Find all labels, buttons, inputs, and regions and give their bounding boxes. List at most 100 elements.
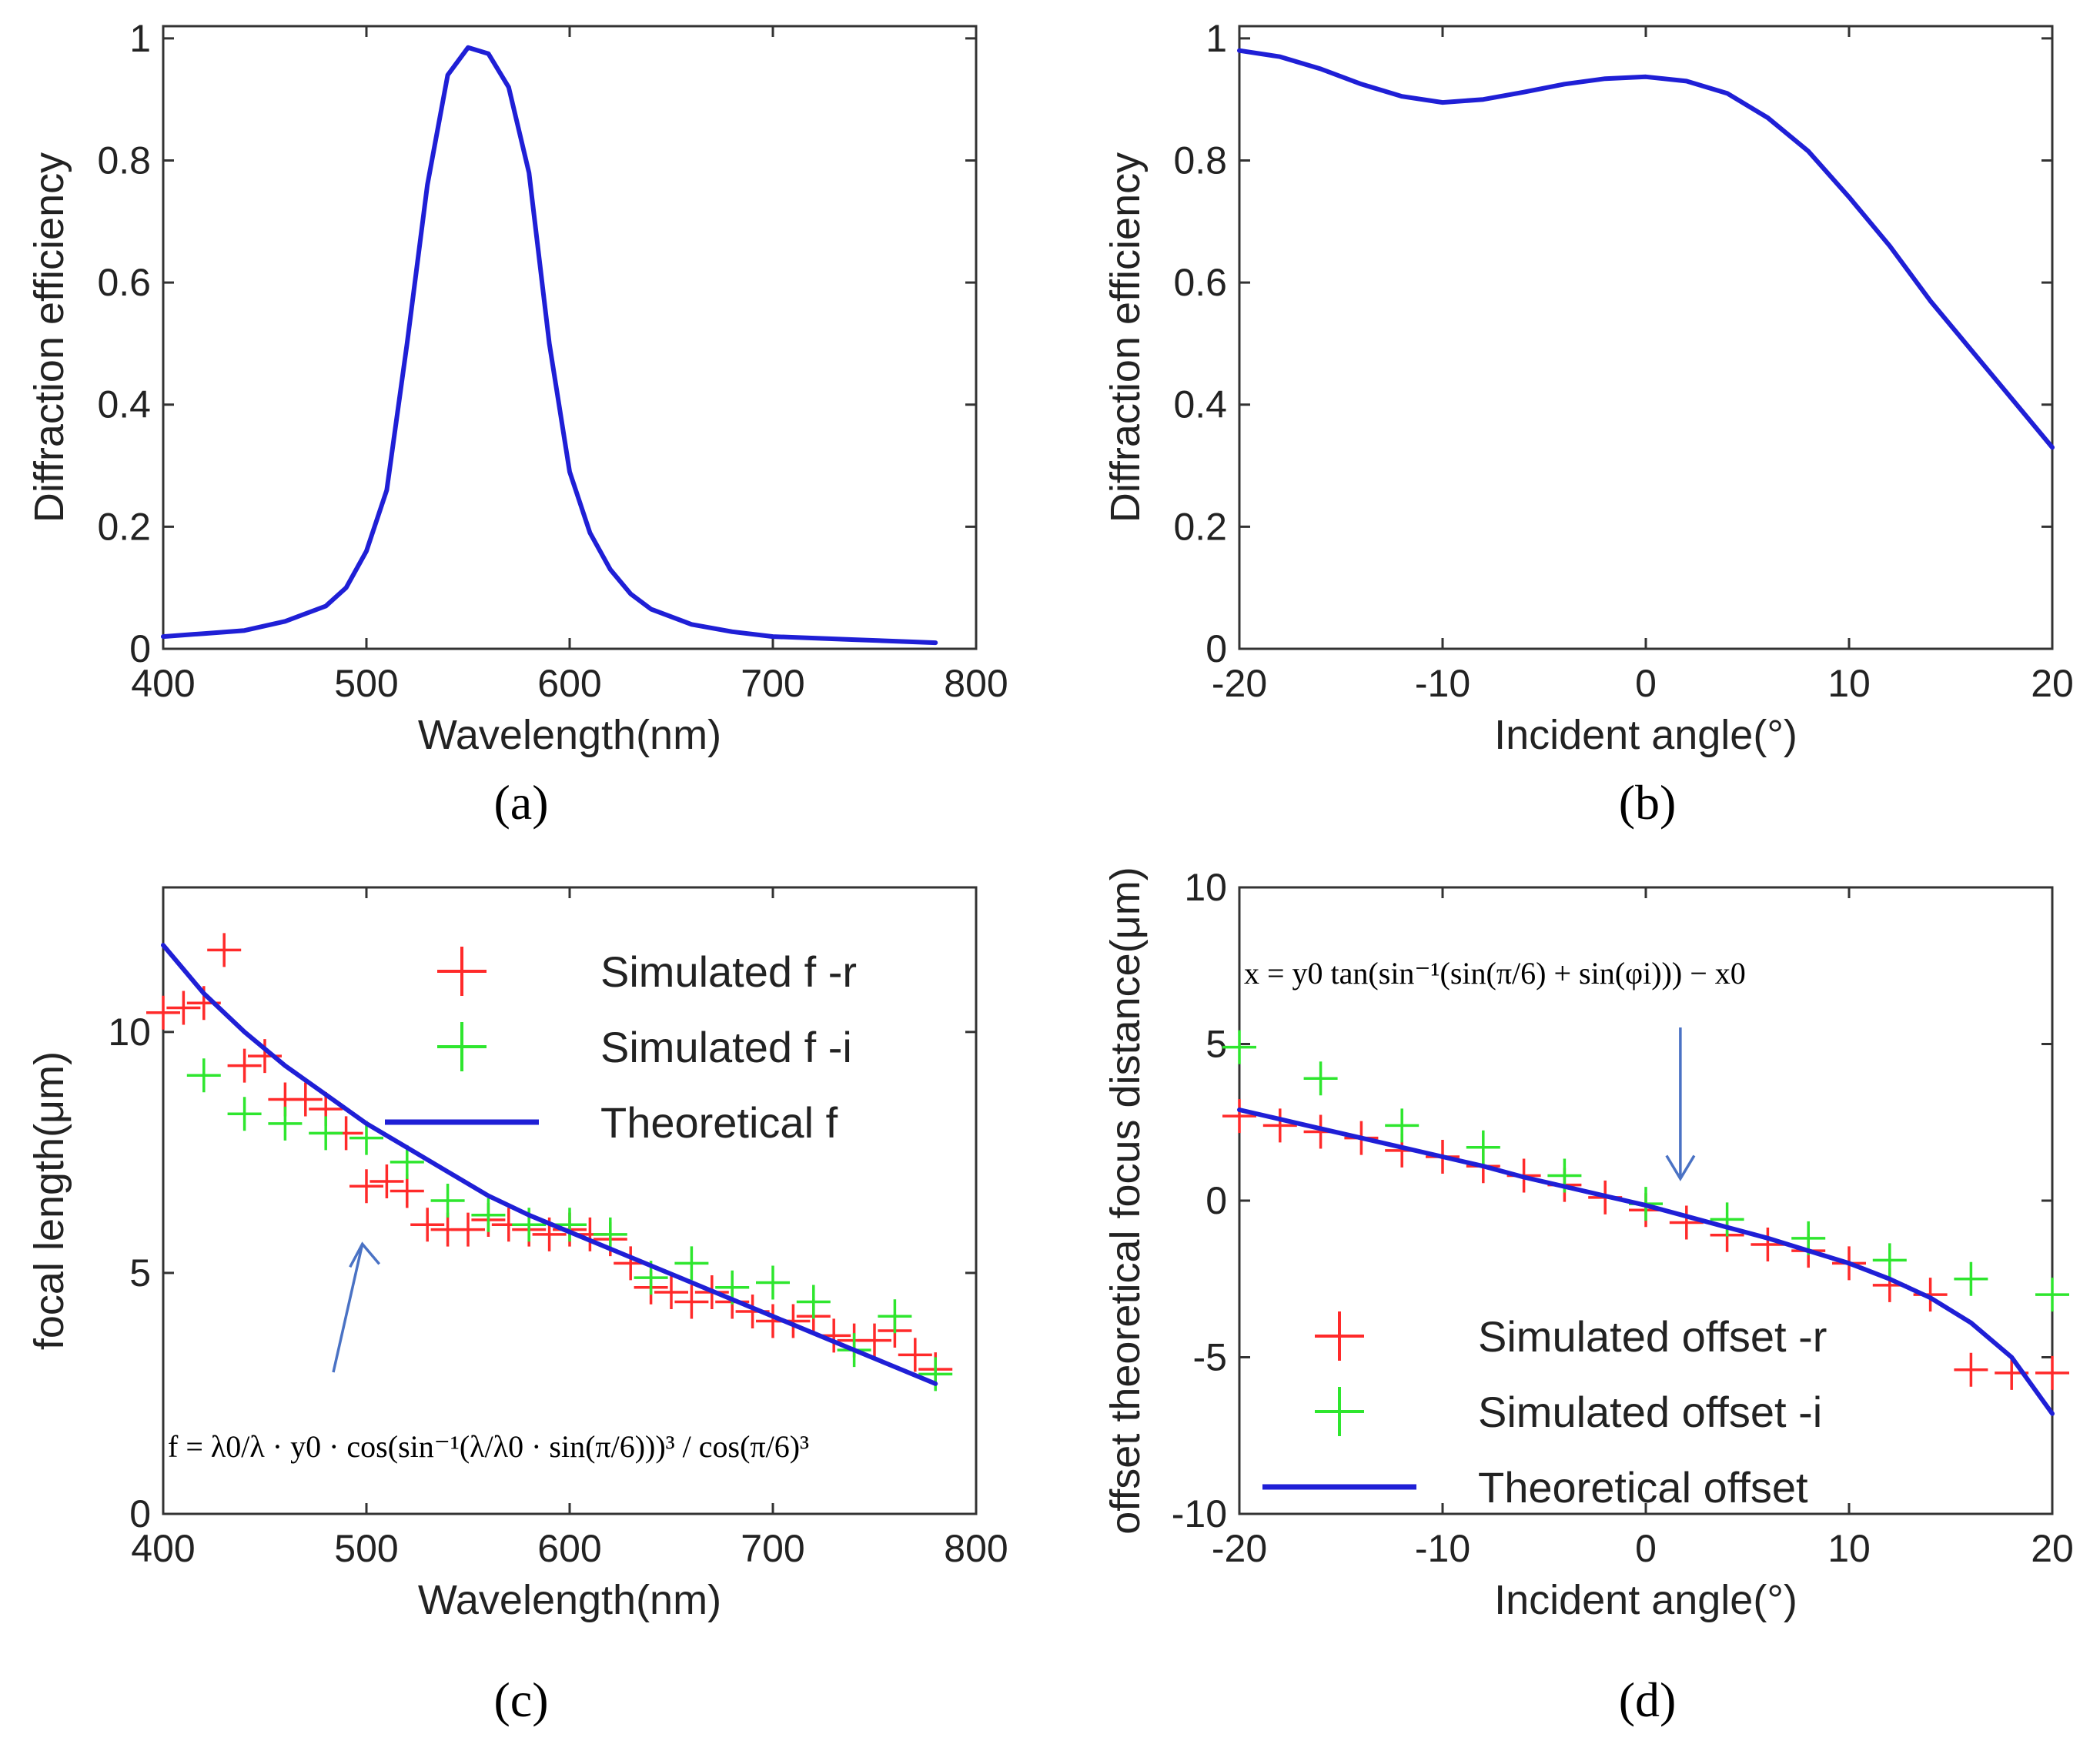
- data-point: [186, 1058, 221, 1093]
- y-tick-label: 0.8: [97, 139, 151, 182]
- x-tick-label: 800: [944, 662, 1008, 705]
- data-point: [796, 1285, 831, 1319]
- data-point: [1669, 1205, 1704, 1240]
- y-tick-label: 0: [1205, 1179, 1227, 1222]
- x-tick-label: -10: [1415, 662, 1470, 705]
- panel-label: (b): [1619, 775, 1677, 830]
- x-tick-label: 10: [1827, 1527, 1871, 1570]
- data-point: [1222, 1099, 1256, 1134]
- data-point: [349, 1169, 383, 1204]
- y-tick-label: 10: [1184, 866, 1227, 909]
- data-point: [390, 1174, 424, 1208]
- data-point: [207, 933, 242, 967]
- data-point: [654, 1275, 688, 1309]
- data-point: [756, 1265, 790, 1300]
- x-tick-label: 0: [1635, 1527, 1657, 1570]
- y-tick-label: 0.6: [1173, 261, 1227, 304]
- data-point: [898, 1338, 932, 1372]
- data-point: [146, 995, 180, 1030]
- y-tick-label: 0: [1205, 627, 1227, 670]
- y-tick-label: -5: [1193, 1336, 1227, 1379]
- y-tick-label: 0: [129, 1492, 151, 1535]
- y-tick-label: 0.6: [97, 261, 151, 304]
- y-tick-label: -10: [1172, 1492, 1227, 1535]
- data-point: [553, 1208, 587, 1242]
- y-tick-label: 0: [129, 627, 151, 670]
- x-axis-label: Incident angle(°): [1494, 1577, 1797, 1623]
- x-tick-label: -20: [1212, 662, 1267, 705]
- y-axis-label: Diffraction efficiency: [1102, 152, 1149, 523]
- x-tick-label: 600: [537, 662, 601, 705]
- legend-marker: [437, 1022, 487, 1071]
- data-point: [1954, 1352, 1988, 1387]
- x-tick-label: -10: [1415, 1527, 1470, 1570]
- x-tick-label: -20: [1212, 1527, 1267, 1570]
- panel-label: (c): [493, 1672, 548, 1727]
- y-tick-label: 1: [1205, 17, 1227, 60]
- data-point: [878, 1299, 912, 1334]
- data-point: [430, 1184, 465, 1218]
- y-tick-label: 10: [108, 1011, 151, 1054]
- y-tick-label: 0.8: [1173, 139, 1227, 182]
- x-tick-label: 20: [2031, 662, 2074, 705]
- y-tick-label: 5: [129, 1251, 151, 1295]
- data-point: [674, 1246, 709, 1281]
- data-point: [1954, 1261, 1988, 1296]
- x-tick-label: 400: [131, 662, 195, 705]
- plot-frame: [162, 25, 978, 650]
- x-tick-label: 0: [1635, 662, 1657, 705]
- x-axis-label: Incident angle(°): [1494, 712, 1797, 758]
- series-line: [1237, 48, 2055, 450]
- legend-marker: [1315, 1387, 1364, 1436]
- x-tick-label: 600: [537, 1527, 601, 1570]
- legend-label: Theoretical offset: [1478, 1463, 1808, 1512]
- data-point: [309, 1116, 343, 1151]
- x-tick-label: 700: [741, 662, 804, 705]
- panel-label: (a): [493, 775, 548, 830]
- series-line: [161, 943, 938, 1386]
- x-tick-label: 800: [944, 1527, 1008, 1570]
- data-point: [674, 1285, 709, 1319]
- data-point: [1872, 1243, 1907, 1278]
- data-point: [451, 1212, 485, 1247]
- data-point: [471, 1198, 506, 1232]
- x-tick-label: 500: [334, 662, 398, 705]
- series-line: [1237, 1108, 2055, 1416]
- legend-label: Simulated offset -r: [1478, 1312, 1827, 1361]
- data-point: [2035, 1355, 2069, 1390]
- x-tick-label: 400: [131, 1527, 195, 1570]
- data-point: [166, 991, 201, 1025]
- data-point: [1303, 1061, 1338, 1096]
- data-point: [858, 1323, 891, 1358]
- data-point: [410, 1208, 445, 1242]
- data-point: [268, 1106, 303, 1141]
- data-point: [1751, 1227, 1785, 1261]
- y-axis-label: focal length(μm): [26, 1051, 72, 1350]
- data-point: [370, 1164, 404, 1198]
- data-point: [390, 1144, 424, 1179]
- x-axis-label: Wavelength(nm): [418, 712, 721, 758]
- legend-label: Simulated f -i: [600, 1023, 852, 1071]
- annotation-arrowhead: [1665, 1154, 1696, 1181]
- y-tick-label: 0.2: [1173, 505, 1227, 548]
- y-axis-label: offset theoretical focus distance(μm): [1102, 867, 1149, 1535]
- chart-c: 400 500 600 700 800 0 5 10 Wavelength(nm) focal l…: [26, 886, 1008, 1727]
- chart-b: -20 -10 0 10 20 0 0.2 0.4 0.6 0.8 1 Incident angle(…: [1102, 17, 2074, 830]
- legend-label: Simulated f -r: [600, 947, 857, 996]
- y-tick-label: 0.2: [97, 505, 151, 548]
- legend-marker: [1315, 1311, 1364, 1361]
- annotation-arrowhead: [349, 1241, 381, 1268]
- y-tick-label: 5: [1205, 1023, 1227, 1066]
- x-tick-label: 10: [1827, 662, 1871, 705]
- data-point: [227, 1048, 262, 1083]
- panel-label: (d): [1619, 1672, 1677, 1727]
- data-point: [2035, 1278, 2069, 1312]
- plot-frame: [1238, 25, 2054, 650]
- y-axis-label: Diffraction efficiency: [26, 152, 72, 523]
- data-point: [227, 1097, 262, 1131]
- legend-label: Theoretical f: [600, 1098, 838, 1147]
- y-tick-label: 0.4: [97, 383, 151, 426]
- series-line: [161, 45, 938, 646]
